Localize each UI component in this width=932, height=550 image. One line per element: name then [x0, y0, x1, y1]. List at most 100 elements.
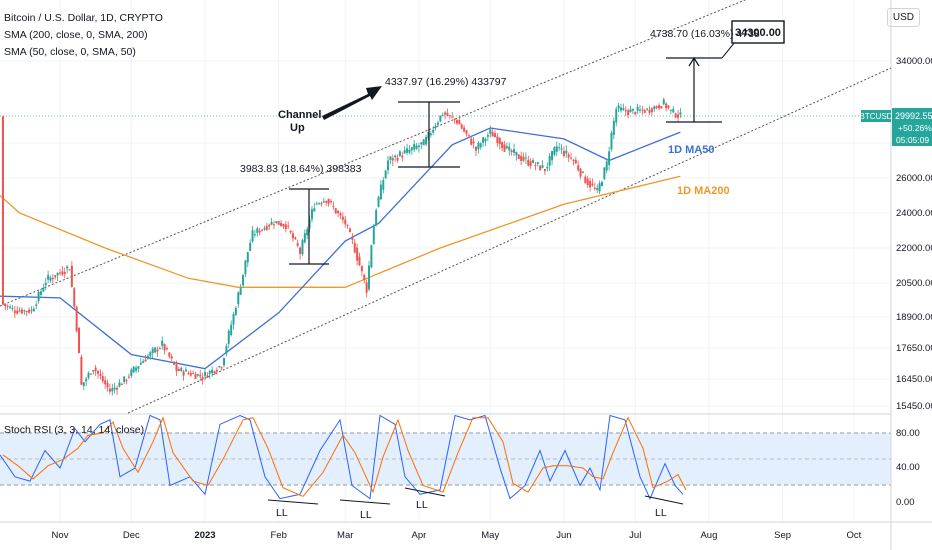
candle-body — [398, 151, 401, 156]
candle-body — [491, 132, 494, 137]
candle-body — [78, 327, 81, 354]
candle-body — [161, 340, 164, 346]
candle-body — [598, 183, 601, 192]
candle-body — [187, 373, 190, 375]
candle-body — [524, 157, 527, 159]
candle-body — [515, 151, 518, 156]
candle-body — [261, 229, 264, 231]
time-tick-label: Mar — [337, 530, 353, 541]
candle-body — [63, 271, 66, 275]
sma200-legend[interactable]: SMA (200, close, 0, SMA, 200) — [4, 29, 148, 41]
candle-body — [498, 138, 501, 145]
candle-body — [137, 366, 140, 369]
candle-body — [99, 374, 102, 376]
candle-body — [534, 165, 537, 167]
candle-body — [192, 373, 195, 375]
candle-body — [486, 134, 489, 137]
candle-body — [242, 274, 245, 286]
target-callout-box[interactable] — [731, 20, 785, 44]
candle-body — [87, 372, 90, 378]
candle-body — [453, 119, 456, 121]
candle-body — [560, 148, 563, 150]
candle-body — [406, 148, 409, 153]
candle-body — [387, 160, 390, 171]
candle-body — [593, 187, 596, 189]
candle-body — [213, 371, 216, 374]
candle-body — [484, 138, 487, 142]
candle-body — [82, 382, 85, 386]
candle-body — [634, 111, 637, 115]
target-callout-leader — [721, 41, 736, 59]
candle-body — [622, 107, 625, 110]
candle-body — [130, 369, 133, 376]
symbol-badge-text: BTCUSD — [860, 112, 893, 121]
candle-body — [47, 275, 50, 280]
candle-body — [494, 133, 496, 138]
candle-body — [339, 213, 342, 216]
candle-body — [410, 147, 413, 151]
candle-body — [32, 308, 35, 312]
rsi-tick-40: 40.00 — [896, 462, 920, 473]
candle-body — [477, 142, 480, 150]
candle-body — [615, 108, 618, 123]
channel-lower-line — [127, 67, 892, 414]
candle-body — [650, 108, 653, 113]
candle-body — [639, 109, 641, 111]
candle-body — [70, 265, 73, 287]
candle-body — [25, 310, 28, 312]
time-tick-label: Jun — [556, 530, 571, 541]
candle-body — [106, 382, 109, 388]
candle-body — [249, 242, 252, 251]
stoch-rsi-k-line — [0, 414, 684, 500]
candle-body — [334, 208, 337, 214]
currency-button[interactable]: USD — [886, 8, 920, 27]
candle-body — [389, 156, 392, 160]
candle-body — [596, 188, 599, 191]
candle-body — [101, 376, 104, 382]
candle-body — [168, 352, 171, 357]
candle-body — [108, 388, 111, 392]
price-badge — [892, 108, 932, 146]
candle-body — [555, 146, 558, 152]
time-tick-label: Aug — [700, 530, 717, 541]
candle-body — [365, 282, 368, 293]
candle-body — [251, 230, 254, 242]
candle-body — [301, 240, 304, 255]
candle-body — [1, 116, 4, 305]
sma50-legend[interactable]: SMA (50, close, 0, SMA, 50) — [4, 46, 136, 58]
candle-body — [75, 306, 78, 331]
candle-body — [463, 127, 466, 132]
candle-body — [208, 370, 211, 374]
candle-body — [434, 126, 437, 128]
candle-body — [562, 150, 565, 156]
candle-body — [54, 275, 57, 278]
candle-body — [9, 306, 12, 308]
candle-body — [318, 203, 321, 205]
move3-label: 4738.70 (16.03%) 4738 — [650, 28, 760, 40]
candle-body — [237, 292, 240, 305]
stoch-rsi-lines — [0, 414, 687, 500]
stoch-rsi-legend[interactable]: Stoch RSI (3, 3, 14, 14, close) — [4, 424, 145, 436]
candle-body — [672, 108, 675, 113]
candle-body — [382, 180, 385, 190]
candle-body — [42, 287, 45, 292]
candle-body — [97, 370, 100, 374]
price-tick-label: 18900.00 — [896, 312, 932, 323]
candle-body — [125, 379, 128, 381]
price-tick-label: 16450.00 — [896, 374, 932, 385]
candle-body — [223, 357, 226, 366]
candle-body — [123, 376, 126, 383]
symbol-title[interactable]: Bitcoin / U.S. Dollar, 1D, CRYPTO — [4, 12, 163, 24]
candle-body — [579, 168, 582, 177]
candle-body — [415, 145, 418, 149]
candle-body — [565, 150, 568, 154]
candle-body — [165, 348, 168, 350]
candle-body — [303, 233, 306, 243]
candle-body — [603, 167, 606, 180]
candle-body — [227, 330, 230, 344]
candle-body — [384, 170, 387, 179]
candle-body — [349, 228, 351, 233]
candle-body — [225, 345, 228, 354]
candle-body — [149, 352, 152, 357]
